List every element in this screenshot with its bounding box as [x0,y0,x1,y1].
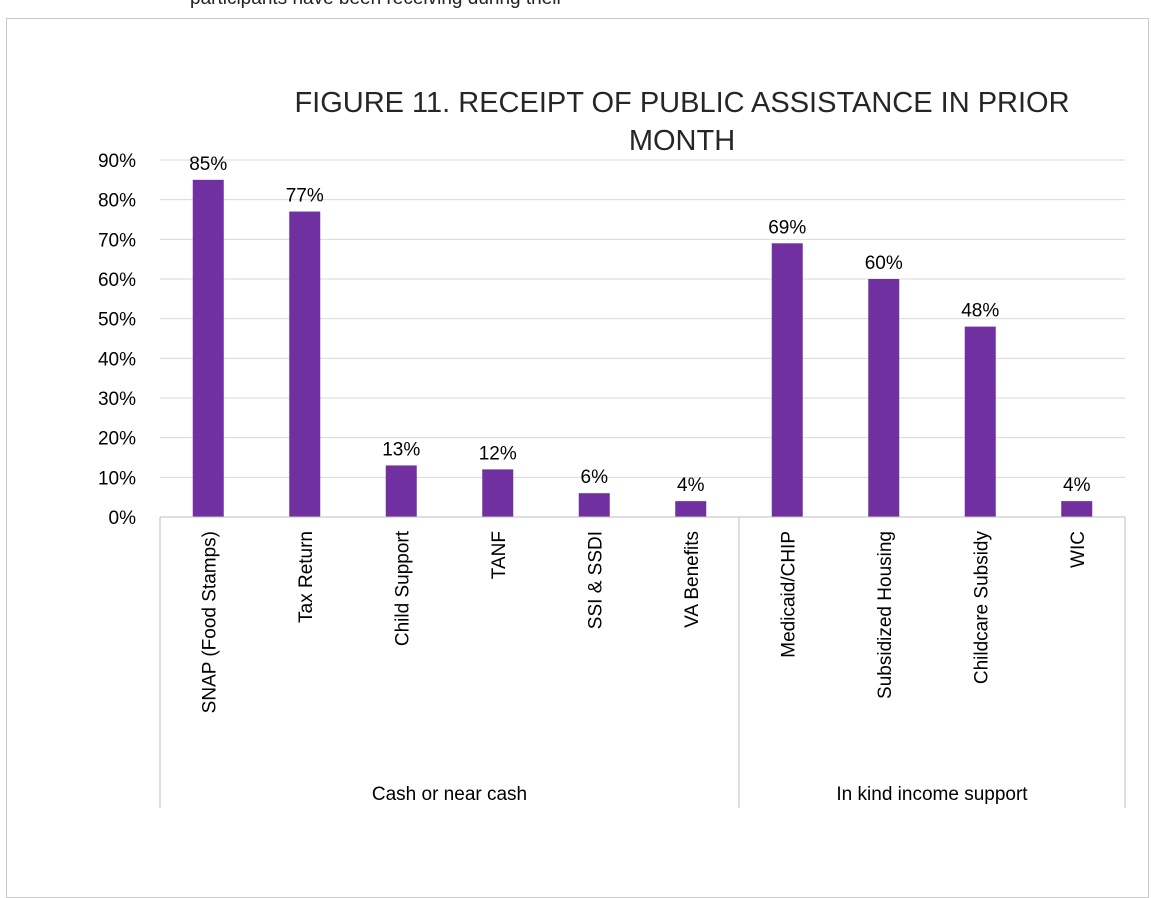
bar [964,326,996,517]
category-label: WIC [1068,531,1089,568]
y-tick-label: 70% [98,230,136,251]
category-label: SNAP (Food Stamps) [199,531,220,713]
category-label: Tax Return [296,531,317,623]
y-tick-label: 60% [98,270,136,291]
bar [482,469,514,517]
group-label: Cash or near cash [372,784,527,805]
y-tick-label: 30% [98,389,136,410]
data-label: 85% [189,154,227,175]
category-label: Medicaid/CHIP [778,531,799,658]
chart-title-line-2: MONTH [629,125,735,157]
x-axis: SNAP (Food Stamps) Tax Return Child Suppor… [159,516,1126,808]
bar [385,465,417,517]
data-label: 48% [961,301,999,322]
bar [578,493,610,517]
group-label: In kind income support [836,784,1028,805]
gridlines [160,159,1125,478]
data-label: 13% [382,439,420,460]
data-label: 60% [865,253,903,274]
bar [868,279,900,517]
data-label: 77% [286,186,324,207]
data-label: 4% [1063,475,1091,496]
category-label: TANF [489,531,510,579]
data-labels: 85% 77% 13% 12% 6% 4% 69% 60% 48% 4% [189,154,1090,496]
data-label: 4% [677,475,705,496]
y-tick-label: 90% [98,151,136,172]
data-label: 12% [479,443,517,464]
bar [289,211,321,518]
y-tick-label: 80% [98,191,136,212]
y-tick-label: 10% [98,468,136,489]
header-text-fragment: participants have been receiving during … [190,0,563,10]
bar [192,179,224,518]
y-tick-label: 0% [109,508,137,529]
y-tick-labels: 0% 10% 20% 30% 40% 50% 60% 70% 80% 90% [98,151,136,529]
category-label: Subsidized Housing [875,531,896,699]
category-label: Childcare Subsidy [971,531,992,685]
data-label: 69% [768,217,806,238]
bars [192,179,1093,518]
y-tick-label: 50% [98,310,136,331]
y-tick-label: 40% [98,349,136,370]
category-label: VA Benefits [682,531,703,628]
bar [771,243,803,518]
bar [675,501,707,517]
category-label: Child Support [392,530,413,646]
data-label: 6% [581,467,609,488]
bar [1061,501,1093,517]
bar-chart: 0% 10% 20% 30% 40% 50% 60% 70% 80% 90% 85% 77% 13% 1… [98,87,1126,808]
chart-title-line-1: FIGURE 11. RECEIPT OF PUBLIC ASSISTANCE … [294,87,1069,119]
category-label: SSI & SSDI [585,531,606,629]
y-tick-label: 20% [98,429,136,450]
